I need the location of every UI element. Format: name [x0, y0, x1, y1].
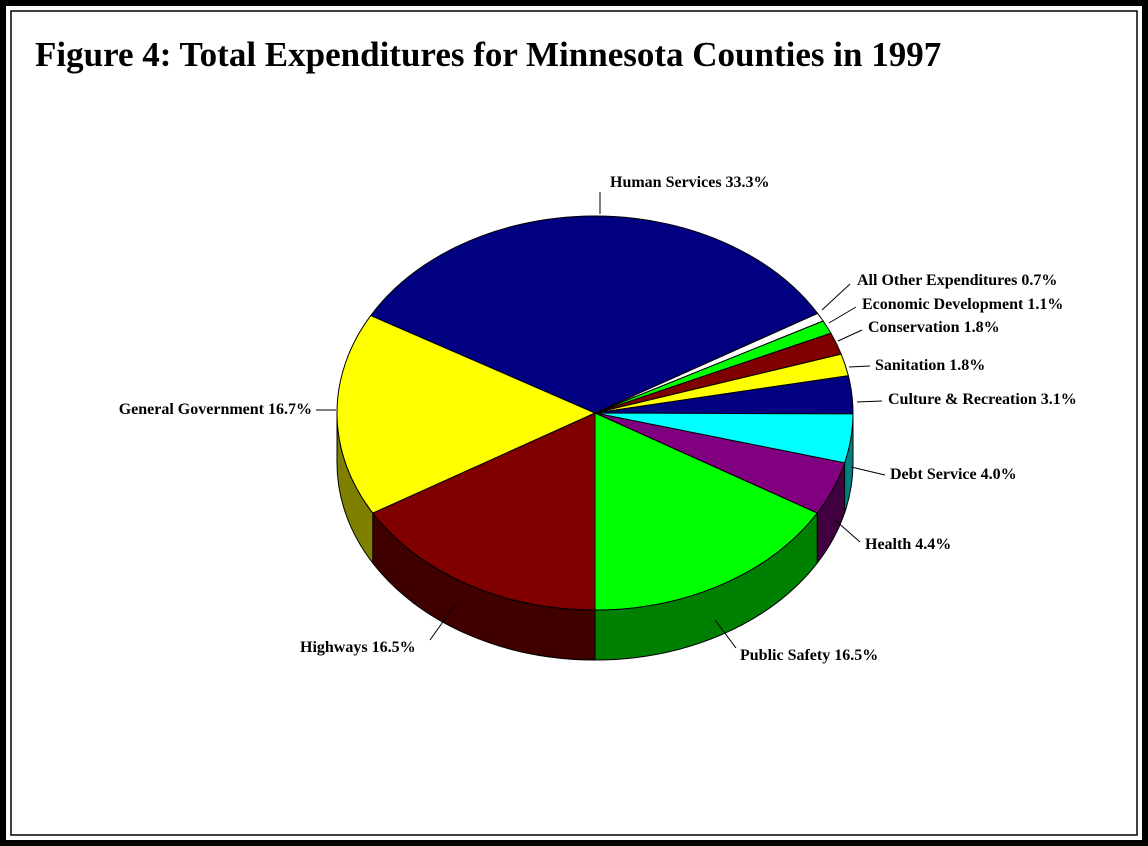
- slice-value-label: 16.5%: [834, 647, 878, 664]
- slice-name: All Other Expenditures: [857, 272, 1017, 289]
- leader-line: [850, 466, 886, 476]
- chart-title: Figure 4: Total Expenditures for Minneso…: [35, 35, 941, 74]
- leader-line: [828, 306, 857, 324]
- leader-line: [848, 365, 871, 368]
- slice-label: Public Safety 16.5%: [740, 647, 878, 664]
- slice-label: Highways 16.5%: [300, 639, 416, 656]
- slice-name: Conservation: [868, 319, 960, 336]
- slice-name: General Government: [119, 401, 265, 418]
- slice-name: Sanitation: [875, 357, 945, 374]
- slice: [594, 412, 818, 611]
- slice-value-label: 1.8%: [964, 319, 1000, 336]
- leader-line: [429, 604, 456, 641]
- slice-name: Debt Service: [890, 466, 977, 483]
- leader-line: [837, 329, 863, 342]
- slice-label: Culture & Recreation 3.1%: [888, 391, 1077, 408]
- slice-value-label: 16.7%: [268, 401, 312, 418]
- slice-value-label: 33.3%: [726, 174, 770, 191]
- slice-label: Health 4.4%: [865, 536, 951, 553]
- slice-label: General Government 16.7%: [119, 401, 312, 418]
- slice-label: Economic Development 1.1%: [862, 296, 1063, 313]
- slice-value-label: 16.5%: [372, 639, 416, 656]
- leader-line: [821, 283, 851, 311]
- slice-value-label: 1.1%: [1027, 296, 1063, 313]
- slice-value-label: 4.0%: [981, 466, 1017, 483]
- slice-value-label: 1.8%: [949, 357, 985, 374]
- leader-line: [856, 400, 883, 403]
- slice-name: Economic Development: [862, 296, 1024, 313]
- slice-name: Human Services: [610, 174, 722, 191]
- slice-label: All Other Expenditures 0.7%: [857, 272, 1057, 289]
- slice-value-label: 4.4%: [915, 536, 951, 553]
- pie-tops: [336, 215, 854, 611]
- leader-line: [834, 519, 861, 543]
- slice-value-label: 0.7%: [1021, 272, 1057, 289]
- slice-value-label: 3.1%: [1041, 391, 1077, 408]
- slice-name: Public Safety: [740, 647, 830, 664]
- slice-name: Health: [865, 536, 911, 553]
- pie-labels: Human Services 33.3% All Other Expenditur…: [119, 174, 1077, 664]
- slice-name: Culture & Recreation: [888, 391, 1037, 408]
- slice: [336, 314, 597, 514]
- inner-frame: [10, 10, 1138, 836]
- slice-label: Sanitation 1.8%: [875, 357, 985, 374]
- leader-line: [714, 619, 737, 649]
- slice-label: Human Services 33.3%: [610, 174, 770, 191]
- slice-label: Conservation 1.8%: [868, 319, 1000, 336]
- slice: [372, 412, 596, 611]
- slice-label: Debt Service 4.0%: [890, 466, 1017, 483]
- slice-name: Highways: [300, 639, 368, 656]
